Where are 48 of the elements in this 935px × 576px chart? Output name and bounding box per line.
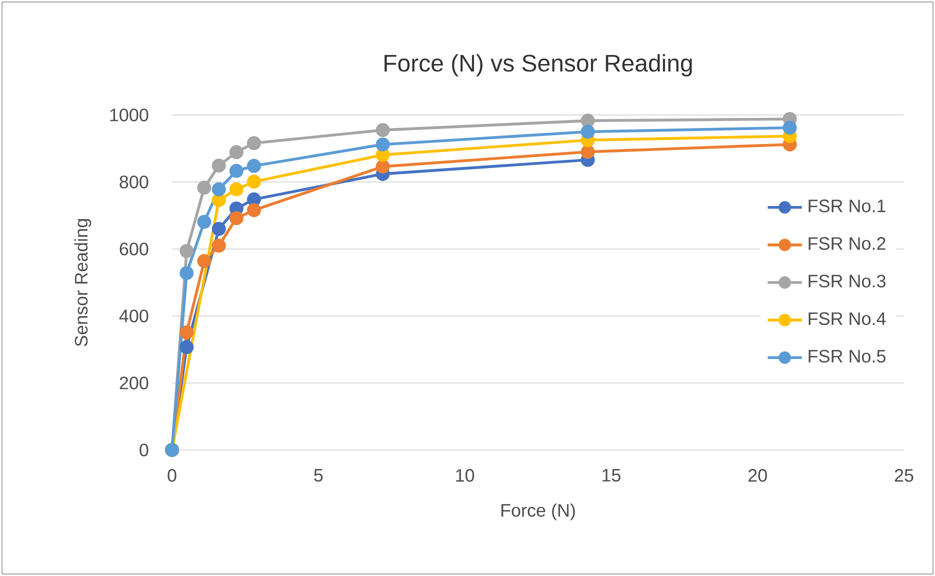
point — [246, 192, 261, 206]
y-tick-label: 200 — [120, 376, 148, 390]
x-tick-label: 0 — [168, 469, 176, 482]
point — [212, 182, 226, 196]
point — [212, 158, 226, 173]
y-tick-label: 400 — [119, 310, 148, 322]
point — [376, 160, 390, 174]
point — [229, 211, 244, 226]
point — [580, 144, 595, 159]
y-tick-label: 1000 — [110, 108, 148, 122]
legend-label: FSR No.2 — [808, 237, 886, 250]
point — [212, 238, 226, 253]
point — [197, 254, 212, 268]
point — [246, 203, 261, 218]
x-tick-label: 20 — [748, 469, 767, 482]
point — [782, 120, 797, 135]
legend-label: FSR No.5 — [808, 350, 886, 363]
point — [580, 114, 595, 128]
point — [212, 222, 226, 236]
x-tick-label: 25 — [894, 469, 914, 482]
y-tick-label: 0 — [140, 444, 148, 456]
x-axis-title: Force (N) — [501, 504, 575, 520]
x-tick-label: 5 — [314, 469, 323, 482]
point — [229, 164, 244, 178]
point — [580, 124, 595, 139]
legend-label: FSR No.1 — [808, 200, 886, 212]
point — [180, 266, 194, 280]
chart-title: Force (N) vs Sensor Reading — [384, 54, 692, 76]
point — [180, 325, 194, 340]
point — [376, 123, 390, 138]
legend-label: FSR No.3 — [808, 274, 886, 288]
y-tick-label: 800 — [120, 176, 148, 188]
y-tick-label: 600 — [120, 242, 148, 256]
point — [376, 137, 390, 152]
point — [229, 145, 244, 160]
x-tick-label: 10 — [456, 469, 474, 482]
x-tick-label: 15 — [602, 469, 620, 482]
point — [229, 182, 244, 196]
point — [180, 244, 194, 258]
point — [246, 136, 261, 150]
point — [246, 158, 261, 173]
point — [180, 340, 194, 354]
point — [197, 214, 212, 229]
point — [246, 174, 261, 189]
legend-label: FSR No.4 — [808, 312, 886, 326]
y-axis-title: Sensor Reading — [74, 219, 92, 346]
point — [212, 193, 226, 208]
point — [197, 180, 212, 195]
